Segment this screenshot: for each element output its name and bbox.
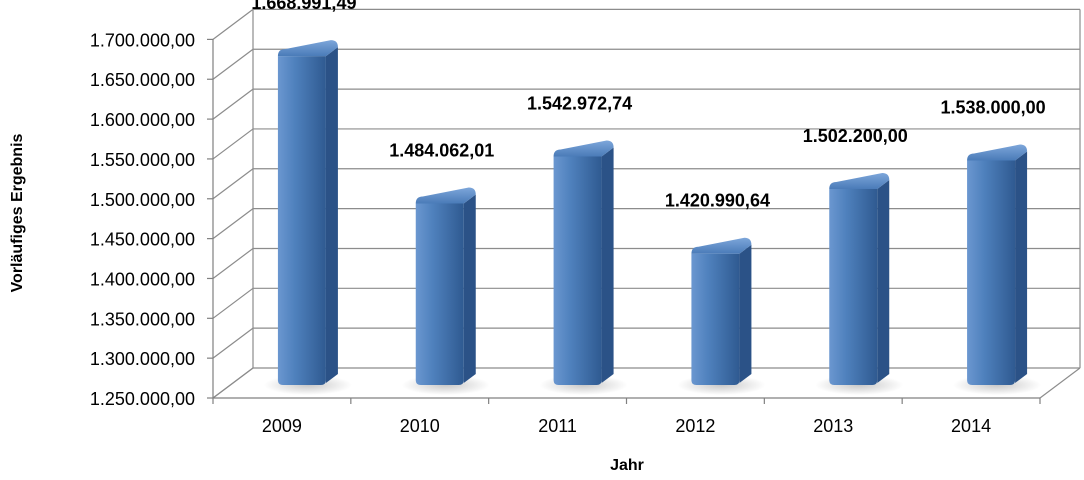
bar-top bbox=[553, 140, 614, 157]
y-tick-label: 1.250.000,00 bbox=[90, 389, 195, 409]
bar-top bbox=[691, 237, 752, 254]
bar-top bbox=[967, 144, 1028, 161]
bar-side bbox=[463, 194, 476, 383]
bar-side bbox=[1015, 151, 1028, 383]
bar-side bbox=[601, 147, 614, 383]
gridline-side bbox=[212, 48, 254, 80]
y-tick-label: 1.400.000,00 bbox=[90, 269, 195, 289]
floor-right-edge bbox=[1039, 367, 1081, 399]
gridline-side bbox=[212, 367, 254, 399]
y-tick-label: 1.300.000,00 bbox=[90, 349, 195, 369]
gridline-side bbox=[212, 287, 254, 319]
bar-side bbox=[739, 244, 752, 383]
y-tick-label: 1.700.000,00 bbox=[90, 30, 195, 50]
y-tick-label: 1.350.000,00 bbox=[90, 309, 195, 329]
y-tick-label: 1.550.000,00 bbox=[90, 150, 195, 170]
data-label: 1.420.990,64 bbox=[665, 191, 770, 211]
x-tick-label: 2012 bbox=[675, 416, 715, 436]
data-label: 1.502.200,00 bbox=[803, 126, 908, 146]
gridline-side bbox=[212, 8, 254, 40]
data-label: 1.484.062,01 bbox=[389, 140, 494, 160]
x-axis-title: Jahr bbox=[610, 457, 644, 474]
bar-side bbox=[877, 180, 890, 383]
y-tick-label: 1.450.000,00 bbox=[90, 230, 195, 250]
bar-side bbox=[325, 47, 338, 383]
bar bbox=[967, 160, 1016, 385]
y-axis-title: Vorläufiges Ergebnis bbox=[9, 133, 26, 292]
y-tick-label: 1.650.000,00 bbox=[90, 70, 195, 90]
y-tick-label: 1.600.000,00 bbox=[90, 110, 195, 130]
bar bbox=[415, 203, 464, 385]
x-tick-label: 2011 bbox=[538, 416, 577, 436]
data-label: 1.668.991,49 bbox=[251, 0, 356, 13]
gridline-side bbox=[212, 88, 254, 120]
y-tick-label: 1.500.000,00 bbox=[90, 190, 195, 210]
gridline-side bbox=[212, 168, 254, 200]
gridline-side bbox=[212, 247, 254, 279]
x-tick-label: 2010 bbox=[400, 416, 440, 436]
x-tick-label: 2013 bbox=[813, 416, 853, 436]
gridline-side bbox=[212, 327, 254, 359]
gridline-side bbox=[212, 208, 254, 240]
bar bbox=[691, 253, 740, 385]
x-tick-label: 2009 bbox=[262, 416, 302, 436]
bar-top bbox=[829, 173, 890, 190]
bar-top bbox=[415, 187, 476, 204]
data-label: 1.542.972,74 bbox=[527, 94, 632, 114]
bar bbox=[829, 189, 878, 385]
x-tick-label: 2014 bbox=[951, 416, 991, 436]
bar bbox=[553, 156, 602, 385]
bar-top bbox=[277, 40, 338, 57]
bar bbox=[277, 56, 326, 385]
gridline-side bbox=[212, 128, 254, 160]
data-label: 1.538.000,00 bbox=[941, 97, 1046, 117]
